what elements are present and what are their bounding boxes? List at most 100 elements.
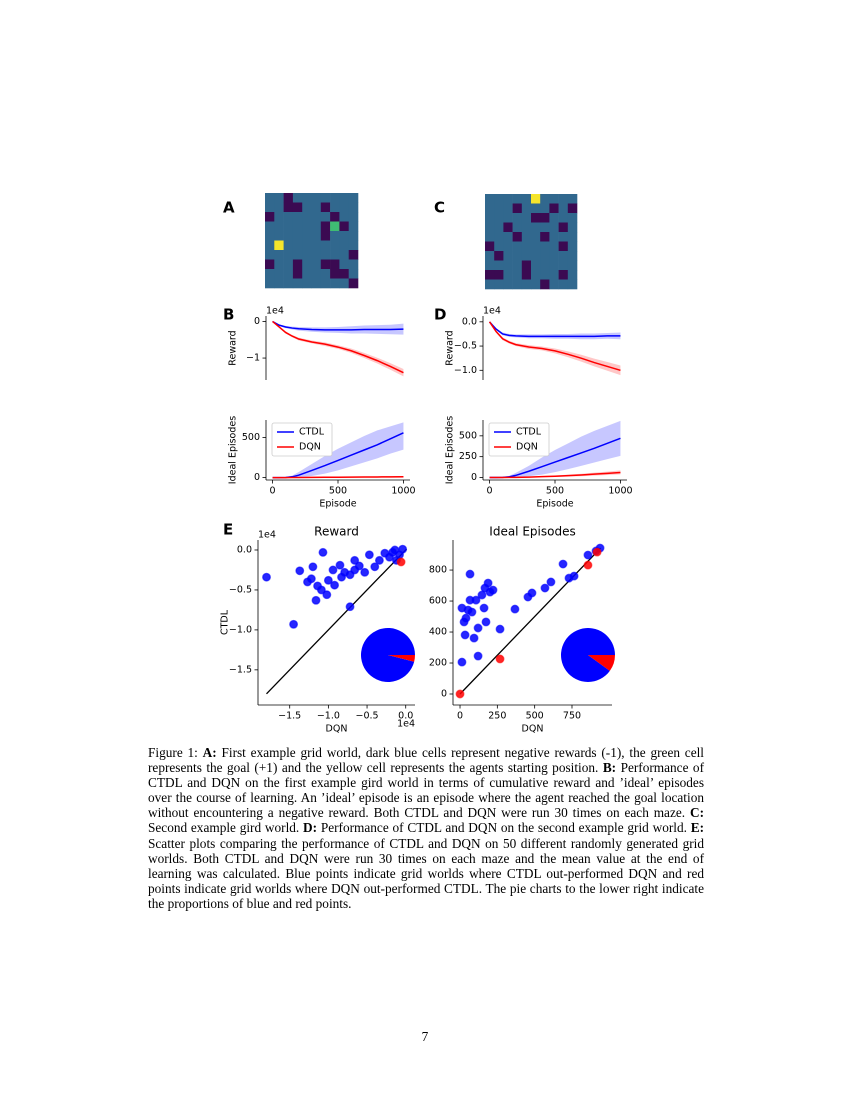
- point: [495, 654, 505, 664]
- grid-cell: [494, 213, 504, 223]
- point: [467, 607, 477, 617]
- grid-cell: [567, 232, 578, 242]
- grid-cell: [283, 259, 294, 270]
- point: [354, 561, 364, 571]
- line: [272, 476, 404, 479]
- grid-cell: [558, 251, 569, 261]
- legend-label: CTDL: [516, 427, 542, 438]
- grid-cell: [311, 193, 322, 203]
- grid-cell: [330, 193, 340, 203]
- point: [323, 575, 333, 585]
- grid-cell: [494, 203, 504, 214]
- grid-cell: [567, 203, 578, 214]
- grid-cell: [339, 278, 349, 289]
- grid-cell: [348, 278, 359, 289]
- identity-line: [266, 548, 407, 695]
- x-tick-label: −0.5: [356, 711, 379, 722]
- grid-cell: [320, 259, 331, 270]
- offset-text: 1e4: [266, 306, 284, 317]
- grid-cell: [540, 213, 550, 223]
- legend-label: DQN: [516, 442, 538, 453]
- grid-cell: [558, 222, 569, 233]
- grid-cell: [485, 222, 495, 233]
- point: [345, 570, 355, 580]
- point: [345, 602, 355, 612]
- offset-text: 1e4: [397, 719, 415, 730]
- grid-cell: [549, 203, 559, 214]
- point: [374, 555, 384, 565]
- grid-cell: [540, 251, 550, 261]
- grid-cell: [265, 193, 275, 203]
- point: [460, 630, 470, 640]
- point: [335, 560, 345, 570]
- caption-label: D:: [303, 820, 318, 836]
- grid-cell: [485, 279, 495, 290]
- grid-cell: [531, 203, 541, 214]
- grid-cell: [265, 269, 275, 279]
- grid-cell: [567, 194, 578, 204]
- grid-cell: [311, 250, 322, 260]
- grid-cell: [503, 222, 513, 233]
- grid-cell: [348, 231, 359, 241]
- grid-cell: [320, 250, 331, 260]
- grid-cell: [330, 240, 340, 251]
- x-axis-label: Episode: [319, 499, 356, 510]
- offset-text: 1e4: [258, 530, 276, 541]
- grid-cell: [283, 278, 294, 289]
- confidence-band: [272, 422, 404, 478]
- grid-cell: [521, 194, 532, 204]
- grid-cell: [348, 202, 359, 213]
- grid-cell: [311, 240, 322, 251]
- point: [473, 623, 483, 633]
- grid-cell: [494, 251, 504, 261]
- grid-cell: [311, 221, 322, 232]
- point: [583, 560, 593, 570]
- grid-cell: [283, 202, 294, 213]
- caption-label: A:: [202, 745, 217, 760]
- point: [558, 559, 568, 569]
- grid-cell: [503, 270, 513, 280]
- grid-cell: [283, 240, 294, 251]
- point: [569, 571, 579, 581]
- grid-cell: [320, 278, 331, 289]
- grid-cell: [320, 202, 331, 213]
- caption-text: First example grid world, dark blue cell…: [148, 745, 704, 776]
- grid-cell: [330, 221, 340, 232]
- grid-cell: [531, 260, 541, 271]
- grid-cell: [265, 212, 275, 222]
- point: [337, 572, 346, 582]
- grid-cell: [485, 232, 495, 242]
- grid-cell: [302, 269, 312, 279]
- grid-cell: [494, 222, 504, 233]
- pie-slice: [588, 655, 615, 671]
- grid-cell: [558, 241, 569, 252]
- grid-cell: [265, 231, 275, 241]
- grid-cell: [512, 241, 523, 252]
- grid-cell: [549, 222, 559, 233]
- grid-cell: [567, 222, 578, 233]
- y-tick-label: 600: [429, 596, 447, 607]
- grid-cell: [330, 278, 340, 289]
- grid-cell: [512, 279, 523, 290]
- grid-cell: [567, 251, 578, 261]
- y-tick-label: 400: [429, 627, 447, 638]
- point: [303, 577, 312, 587]
- point: [311, 595, 321, 605]
- grid-cell: [512, 203, 523, 214]
- caption-label: C:: [689, 805, 704, 821]
- line: [272, 320, 404, 331]
- grid-cell: [274, 240, 284, 251]
- grid-cell: [283, 212, 294, 222]
- grid-cell: [549, 194, 559, 204]
- point: [465, 569, 475, 579]
- grid-cell: [549, 213, 559, 223]
- point: [461, 613, 471, 623]
- grid-cell: [292, 202, 303, 213]
- grid-cell: [265, 278, 275, 289]
- grid-cell: [330, 269, 340, 279]
- grid-cell: [549, 270, 559, 280]
- confidence-band: [489, 420, 621, 478]
- grid-cell: [531, 279, 541, 290]
- grid-cell: [485, 270, 495, 280]
- point: [583, 550, 593, 560]
